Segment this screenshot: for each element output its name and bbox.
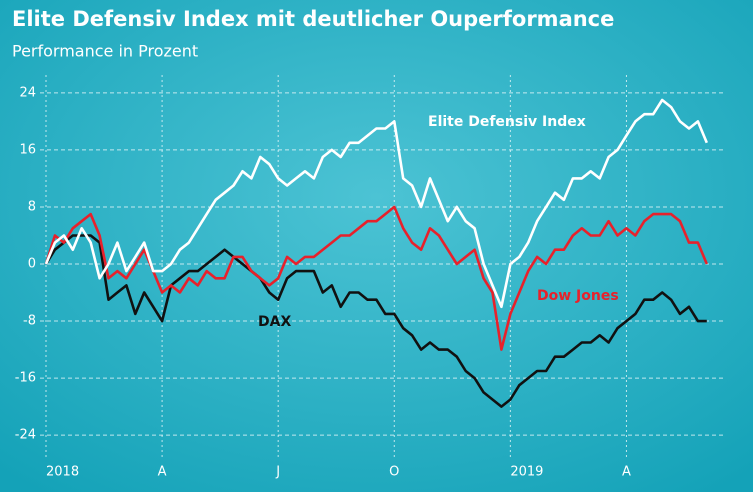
y-tick-label: 8	[28, 199, 36, 214]
x-tick-label: O	[389, 465, 399, 480]
series-label: DAX	[258, 314, 291, 330]
y-tick-label: -16	[15, 371, 36, 386]
chart-title: Elite Defensiv Index mit deutlicher Oupe…	[12, 7, 614, 31]
x-tick-label: 2019	[510, 465, 543, 480]
y-tick-label: 16	[19, 142, 36, 157]
series-label: Elite Defensiv Index	[428, 114, 586, 130]
x-tick-label: 2018	[46, 465, 79, 480]
y-tick-label: 0	[28, 257, 36, 272]
x-tick-label: A	[622, 465, 631, 480]
series-label: Dow Jones	[537, 288, 619, 304]
y-tick-label: -8	[23, 314, 36, 329]
series-line	[44, 205, 709, 351]
y-tick-label: -24	[15, 428, 36, 443]
x-tick-label: A	[158, 465, 167, 480]
series-line	[44, 98, 709, 309]
series-line	[44, 234, 707, 408]
x-tick-label: J	[275, 465, 280, 480]
chart-subtitle: Performance in Prozent	[12, 42, 198, 61]
y-tick-label: 24	[19, 85, 36, 100]
